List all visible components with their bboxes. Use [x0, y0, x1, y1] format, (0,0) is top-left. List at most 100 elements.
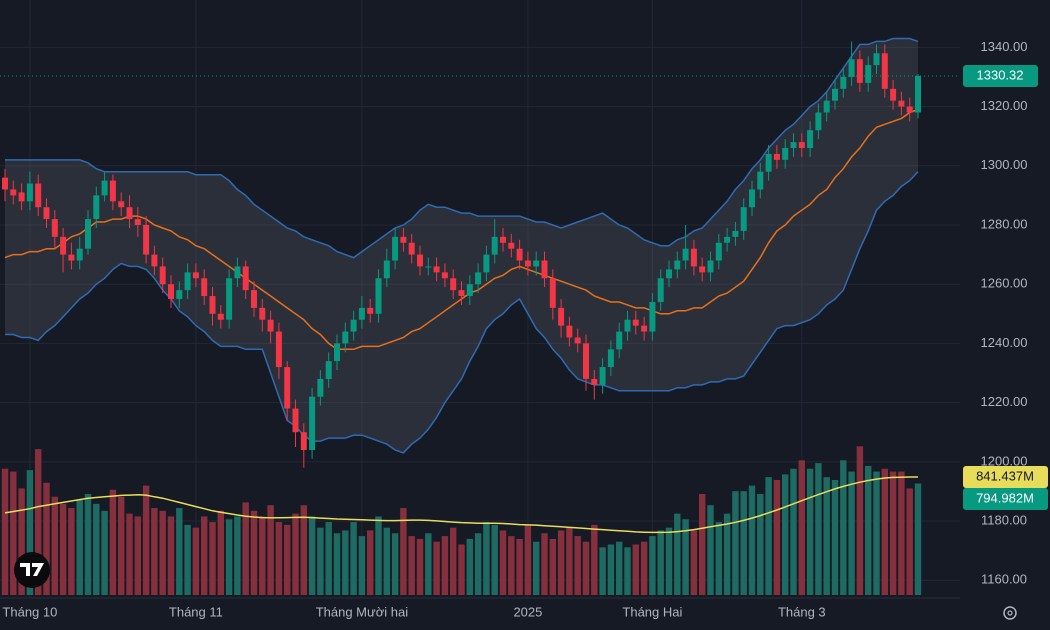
volume-bar	[242, 502, 249, 595]
candle-body	[317, 378, 324, 397]
x-tick-label: Tháng Hai	[622, 604, 682, 619]
candle-body	[516, 248, 523, 261]
candle-body	[865, 65, 872, 83]
candle-body	[267, 319, 274, 332]
candle-body	[43, 207, 50, 220]
volume-bar	[508, 536, 515, 595]
volume-bar	[732, 491, 739, 595]
band-fill	[5, 38, 918, 453]
volume-bar	[914, 483, 922, 595]
volume-last-box	[963, 487, 1048, 510]
y-tick-label: 1300.00	[981, 157, 1028, 172]
candle-body	[101, 180, 108, 196]
volume-bar	[549, 538, 556, 595]
volume-bar	[566, 527, 573, 595]
candle-body	[765, 153, 772, 172]
y-tick-label: 1200.00	[981, 453, 1028, 468]
candle-body	[749, 189, 755, 208]
candle-body	[234, 266, 241, 279]
candle-body	[591, 378, 598, 385]
candle-body	[93, 195, 100, 220]
volume-bar	[873, 471, 880, 595]
volume-bar	[541, 533, 548, 595]
volume-bar	[18, 488, 25, 595]
volume-bar	[391, 533, 399, 595]
volume-bar	[134, 516, 141, 595]
candle-body	[450, 278, 457, 291]
volume-bar	[43, 482, 50, 595]
candle-body	[367, 307, 374, 314]
candle-body	[873, 53, 880, 66]
volume-bar	[765, 477, 772, 595]
volume-bar	[491, 524, 498, 595]
candle-body	[682, 248, 689, 261]
volume-bar	[267, 505, 274, 595]
gear-hub[interactable]	[1007, 610, 1013, 616]
candle-body	[242, 266, 249, 291]
x-tick-label: Tháng 3	[778, 604, 826, 619]
candle-body	[60, 236, 67, 255]
volume-bar	[499, 530, 507, 595]
candle-body	[51, 219, 58, 237]
volume-bar	[740, 491, 747, 595]
volume-bar	[657, 530, 664, 595]
candle-body	[483, 254, 490, 273]
candle-body	[915, 76, 921, 113]
candle-body	[848, 59, 855, 77]
candle-body	[840, 76, 847, 89]
candle-body	[641, 325, 648, 332]
volume-bar	[26, 470, 34, 595]
volume-bar	[591, 524, 598, 595]
candle-body	[475, 272, 482, 285]
volume-bar	[699, 493, 706, 595]
volume-bar	[466, 538, 473, 595]
candle-body	[350, 319, 357, 332]
volume-bar	[76, 499, 83, 595]
x-tick-label: Tháng Mười hai	[316, 604, 408, 619]
candle-body	[126, 207, 133, 220]
volume-bar	[275, 522, 283, 595]
volume-bar	[425, 533, 432, 595]
volume-bar	[632, 544, 639, 595]
candle-body	[724, 236, 731, 243]
volume-bar	[84, 493, 92, 595]
y-tick-label: 1180.00	[981, 512, 1027, 527]
band-upper	[5, 37, 919, 259]
volume-bar	[209, 522, 216, 595]
candle-body	[433, 266, 440, 273]
volume-bar	[690, 530, 698, 595]
candle-body	[624, 319, 631, 332]
y-tick-label: 1240.00	[981, 335, 1028, 350]
volume-bar	[10, 471, 17, 595]
x-tick-label: Tháng 11	[169, 604, 223, 619]
volume-bar	[109, 489, 117, 595]
candle-body	[890, 88, 897, 101]
candle-body	[151, 254, 158, 267]
candle-body	[466, 284, 473, 297]
volume-bar	[93, 503, 100, 595]
volume-bar	[757, 493, 764, 595]
volume-bar	[201, 516, 208, 595]
candle-body	[632, 319, 639, 326]
volume-bar	[474, 533, 482, 595]
last-price-box	[963, 65, 1038, 88]
candle-body	[400, 236, 407, 243]
volume-bar	[906, 488, 913, 595]
volume-ma	[4, 476, 918, 534]
logo	[14, 552, 50, 588]
volume-bar	[723, 513, 731, 595]
candle-body	[109, 180, 116, 202]
candle-body	[325, 361, 332, 379]
candle-body	[134, 219, 141, 225]
gear[interactable]	[1003, 606, 1017, 620]
candle-body	[690, 248, 697, 267]
candle-body	[392, 236, 399, 261]
volume-bar	[284, 524, 291, 595]
volume-bar	[782, 474, 789, 595]
volume-bar	[831, 479, 839, 595]
settings-icon[interactable]	[1003, 606, 1017, 620]
volume-bar	[674, 513, 681, 595]
volume-bar	[308, 516, 316, 595]
volume-bar	[815, 463, 822, 595]
